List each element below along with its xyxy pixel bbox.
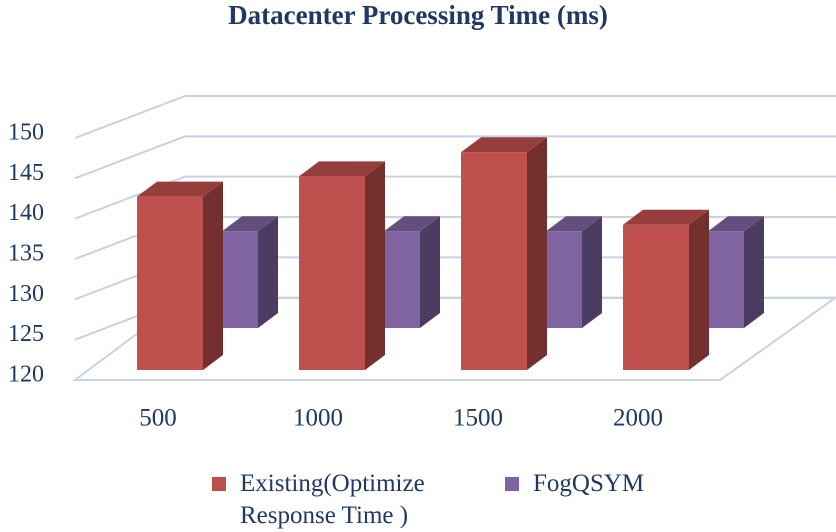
bar-top bbox=[384, 216, 440, 232]
bar bbox=[461, 152, 527, 370]
bar-side bbox=[420, 216, 440, 328]
bar-side bbox=[258, 216, 278, 328]
y-tick-label: 145 bbox=[8, 160, 44, 186]
y-tick-label: 120 bbox=[8, 362, 44, 388]
bar-top bbox=[222, 216, 278, 232]
bar-top bbox=[708, 216, 764, 232]
bar-side bbox=[689, 209, 709, 370]
grid-line bbox=[74, 135, 836, 180]
bar-side bbox=[365, 161, 385, 370]
grid-line bbox=[74, 175, 836, 220]
bar-side bbox=[203, 181, 223, 370]
x-tick-label: 1500 bbox=[453, 405, 503, 432]
bar bbox=[623, 224, 689, 370]
bar-side bbox=[582, 216, 602, 328]
x-tick-label: 1000 bbox=[293, 405, 343, 432]
y-tick-label: 150 bbox=[8, 120, 44, 146]
bar-side bbox=[744, 216, 764, 328]
bar-top bbox=[546, 216, 602, 232]
bar-top bbox=[461, 137, 547, 153]
bar-top bbox=[299, 161, 385, 177]
bar bbox=[137, 196, 203, 370]
y-tick-label: 140 bbox=[8, 200, 44, 226]
bar bbox=[299, 176, 365, 370]
y-tick-label: 125 bbox=[8, 321, 44, 347]
x-tick-label: 500 bbox=[139, 405, 177, 432]
chart-title: Datacenter Processing Time (ms) bbox=[228, 0, 608, 30]
legend-swatch bbox=[212, 477, 226, 491]
legend-label: FogQSYM bbox=[533, 470, 645, 497]
y-tick-label: 135 bbox=[8, 241, 44, 267]
bar bbox=[708, 231, 744, 328]
legend-swatch bbox=[505, 477, 519, 491]
x-tick-label: 2000 bbox=[613, 405, 663, 432]
grid-line bbox=[74, 95, 836, 139]
bar bbox=[384, 231, 420, 328]
bar-top bbox=[137, 181, 223, 197]
legend-label: Existing(Optimize Response Time ) bbox=[240, 470, 425, 529]
bar-side bbox=[527, 137, 547, 370]
y-tick-label: 130 bbox=[8, 281, 44, 307]
bar bbox=[222, 231, 258, 328]
bar-top bbox=[623, 209, 709, 225]
bar bbox=[546, 231, 582, 328]
